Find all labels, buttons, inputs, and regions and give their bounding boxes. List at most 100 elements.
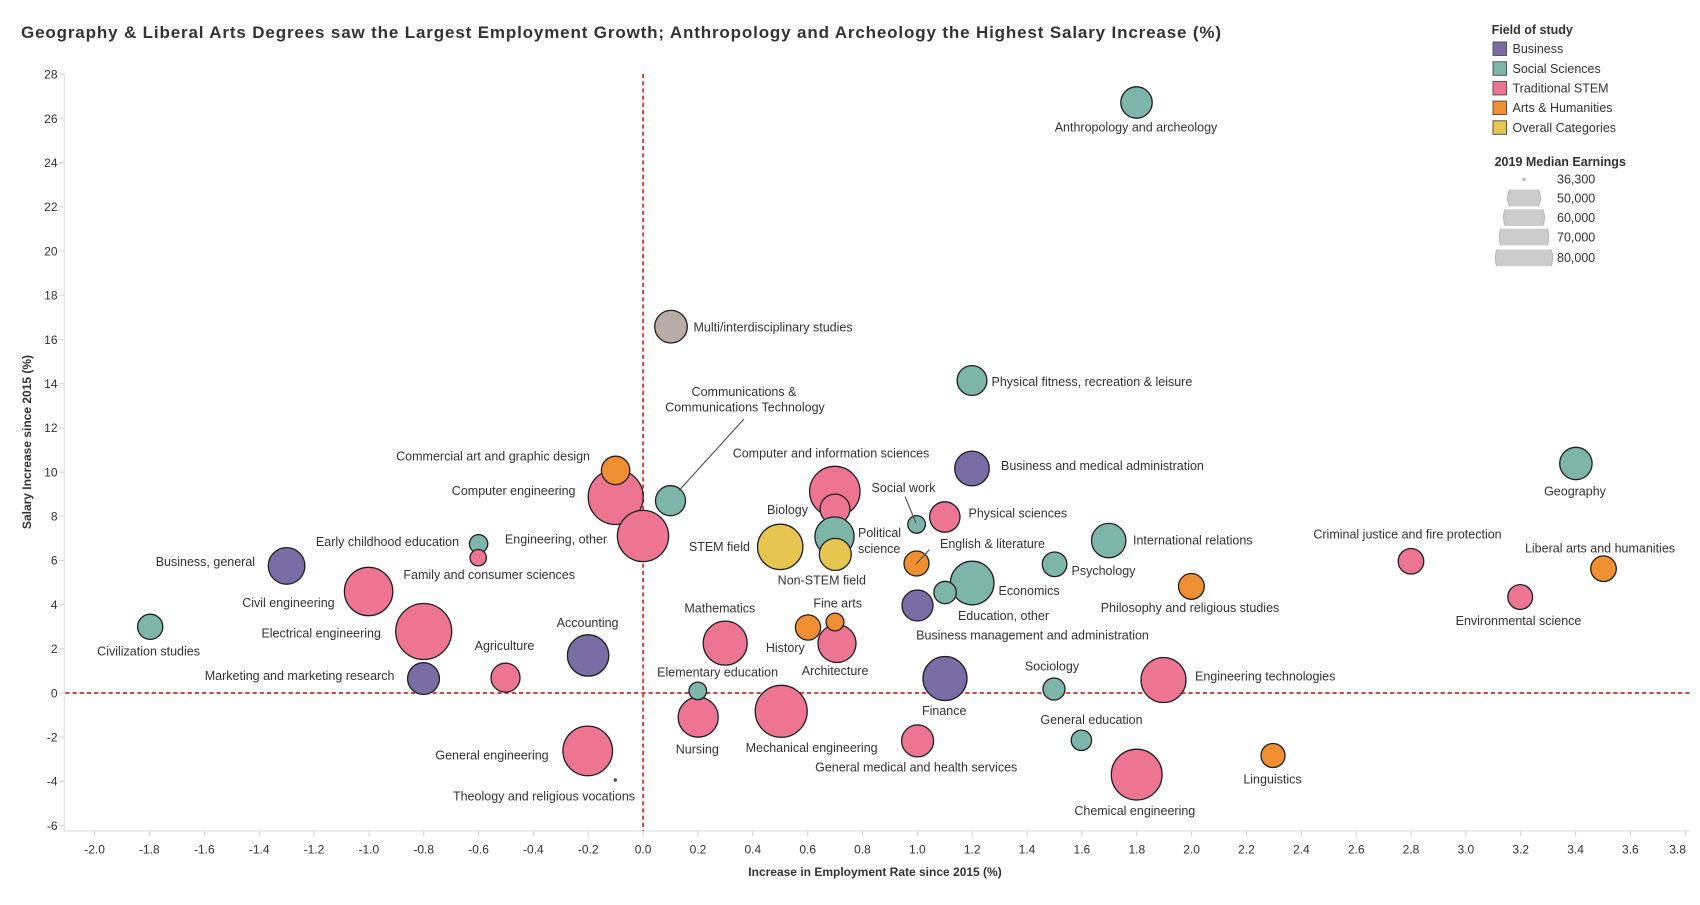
svg-text:-1.8: -1.8 xyxy=(139,843,160,857)
svg-text:science: science xyxy=(858,542,900,556)
svg-text:3.0: 3.0 xyxy=(1457,843,1474,857)
svg-text:Geography: Geography xyxy=(1544,485,1607,499)
svg-text:0.0: 0.0 xyxy=(635,843,652,857)
svg-text:Agriculture: Agriculture xyxy=(475,639,535,653)
svg-text:Computer engineering: Computer engineering xyxy=(452,484,576,498)
svg-text:2.6: 2.6 xyxy=(1348,843,1365,857)
svg-text:Mathematics: Mathematics xyxy=(684,602,755,616)
svg-text:Geography & Liberal Arts Degre: Geography & Liberal Arts Degrees saw the… xyxy=(21,23,1222,42)
svg-text:Marketing and marketing resear: Marketing and marketing research xyxy=(205,669,395,683)
svg-text:Accounting: Accounting xyxy=(557,616,619,630)
svg-text:Liberal arts and humanities: Liberal arts and humanities xyxy=(1525,541,1675,555)
svg-text:8: 8 xyxy=(51,510,58,524)
svg-text:18: 18 xyxy=(44,289,58,303)
svg-text:70,000: 70,000 xyxy=(1557,230,1595,244)
svg-text:Social work: Social work xyxy=(872,481,937,495)
svg-text:-1.6: -1.6 xyxy=(194,843,215,857)
svg-text:Nursing: Nursing xyxy=(676,742,719,756)
svg-text:1.6: 1.6 xyxy=(1074,843,1091,857)
svg-text:Criminal justice and fire prot: Criminal justice and fire protection xyxy=(1313,527,1501,541)
svg-text:24: 24 xyxy=(44,156,58,170)
svg-text:Physical fitness, recreation &: Physical fitness, recreation & leisure xyxy=(992,375,1193,389)
svg-text:Civilization studies: Civilization studies xyxy=(97,644,200,658)
svg-text:Political: Political xyxy=(858,526,901,540)
svg-text:Traditional STEM: Traditional STEM xyxy=(1513,82,1609,96)
svg-text:36,300: 36,300 xyxy=(1557,173,1595,187)
svg-text:Electrical engineering: Electrical engineering xyxy=(261,627,381,641)
svg-text:0.6: 0.6 xyxy=(799,843,816,857)
svg-text:Elementary education: Elementary education xyxy=(657,666,778,680)
svg-text:General medical and health ser: General medical and health services xyxy=(815,761,1017,775)
svg-text:3.4: 3.4 xyxy=(1567,843,1584,857)
svg-text:2019 Median Earnings: 2019 Median Earnings xyxy=(1495,155,1626,169)
svg-text:4: 4 xyxy=(51,598,58,612)
svg-text:2.4: 2.4 xyxy=(1293,843,1310,857)
svg-text:1.2: 1.2 xyxy=(964,843,981,857)
svg-text:1.0: 1.0 xyxy=(909,843,926,857)
svg-text:-0.6: -0.6 xyxy=(468,843,489,857)
svg-text:60,000: 60,000 xyxy=(1557,211,1595,225)
svg-text:-2: -2 xyxy=(47,731,58,745)
svg-text:1.8: 1.8 xyxy=(1128,843,1145,857)
svg-text:Salary Increase since 2015 (%): Salary Increase since 2015 (%) xyxy=(20,355,34,529)
svg-text:14: 14 xyxy=(44,377,58,391)
svg-text:General engineering: General engineering xyxy=(435,749,548,763)
svg-text:International relations: International relations xyxy=(1133,533,1253,547)
svg-text:Business: Business xyxy=(1513,42,1564,56)
svg-text:2.8: 2.8 xyxy=(1403,843,1420,857)
svg-text:Early childhood education: Early childhood education xyxy=(316,535,459,549)
svg-text:-1.2: -1.2 xyxy=(304,843,325,857)
svg-text:Non-STEM field: Non-STEM field xyxy=(778,574,866,588)
svg-text:2.2: 2.2 xyxy=(1238,843,1255,857)
svg-text:Economics: Economics xyxy=(999,584,1060,598)
svg-text:2: 2 xyxy=(51,642,58,656)
svg-text:Engineering technologies: Engineering technologies xyxy=(1195,669,1335,683)
svg-text:2.0: 2.0 xyxy=(1183,843,1200,857)
svg-text:Theology and religious vocatio: Theology and religious vocations xyxy=(453,789,635,803)
svg-text:0.4: 0.4 xyxy=(744,843,761,857)
svg-text:Physical sciences: Physical sciences xyxy=(969,506,1068,520)
svg-text:Family and consumer sciences: Family and consumer sciences xyxy=(403,568,575,582)
svg-text:-6: -6 xyxy=(47,819,58,833)
svg-text:Environmental science: Environmental science xyxy=(1456,614,1582,628)
svg-text:Business management and admini: Business management and administration xyxy=(916,628,1149,642)
svg-text:22: 22 xyxy=(44,200,58,214)
svg-text:3.2: 3.2 xyxy=(1512,843,1529,857)
svg-text:Fine arts: Fine arts xyxy=(813,597,862,611)
svg-text:Biology: Biology xyxy=(767,503,809,517)
svg-text:Increase in Employment Rate si: Increase in Employment Rate since 2015 (… xyxy=(748,865,1001,879)
svg-text:1.4: 1.4 xyxy=(1019,843,1036,857)
svg-text:Commercial art and graphic des: Commercial art and graphic design xyxy=(396,450,590,464)
svg-text:Social Sciences: Social Sciences xyxy=(1513,62,1601,76)
svg-text:20: 20 xyxy=(44,244,58,258)
svg-text:16: 16 xyxy=(44,333,58,347)
svg-text:Computer and information scien: Computer and information sciences xyxy=(733,446,930,460)
svg-text:English & literature: English & literature xyxy=(940,537,1045,551)
svg-text:3.8: 3.8 xyxy=(1669,843,1686,857)
svg-text:Overall Categories: Overall Categories xyxy=(1513,121,1617,135)
svg-text:Arts & Humanities: Arts & Humanities xyxy=(1513,101,1613,115)
svg-text:Engineering, other: Engineering, other xyxy=(505,532,607,546)
svg-text:Business, general: Business, general xyxy=(156,555,255,569)
svg-text:26: 26 xyxy=(44,112,58,126)
svg-text:-4: -4 xyxy=(47,775,58,789)
svg-text:-0.8: -0.8 xyxy=(413,843,434,857)
svg-text:80,000: 80,000 xyxy=(1557,251,1595,265)
svg-text:Finance: Finance xyxy=(922,704,967,718)
svg-text:0: 0 xyxy=(51,686,58,700)
svg-text:History: History xyxy=(766,641,806,655)
svg-text:Communications &: Communications & xyxy=(692,385,798,399)
svg-text:Civil engineering: Civil engineering xyxy=(242,596,334,610)
svg-text:6: 6 xyxy=(51,554,58,568)
svg-text:Anthropology and archeology: Anthropology and archeology xyxy=(1055,121,1218,135)
svg-text:Mechanical engineering: Mechanical engineering xyxy=(746,741,878,755)
svg-text:Architecture: Architecture xyxy=(802,664,869,678)
svg-text:0.8: 0.8 xyxy=(854,843,871,857)
svg-text:General education: General education xyxy=(1040,713,1142,727)
svg-text:10: 10 xyxy=(44,465,58,479)
svg-text:-1.0: -1.0 xyxy=(359,843,380,857)
svg-text:12: 12 xyxy=(44,421,58,435)
svg-text:-0.2: -0.2 xyxy=(578,843,599,857)
svg-text:Business and medical administr: Business and medical administration xyxy=(1001,459,1204,473)
svg-text:Philosophy and religious studi: Philosophy and religious studies xyxy=(1101,601,1280,615)
